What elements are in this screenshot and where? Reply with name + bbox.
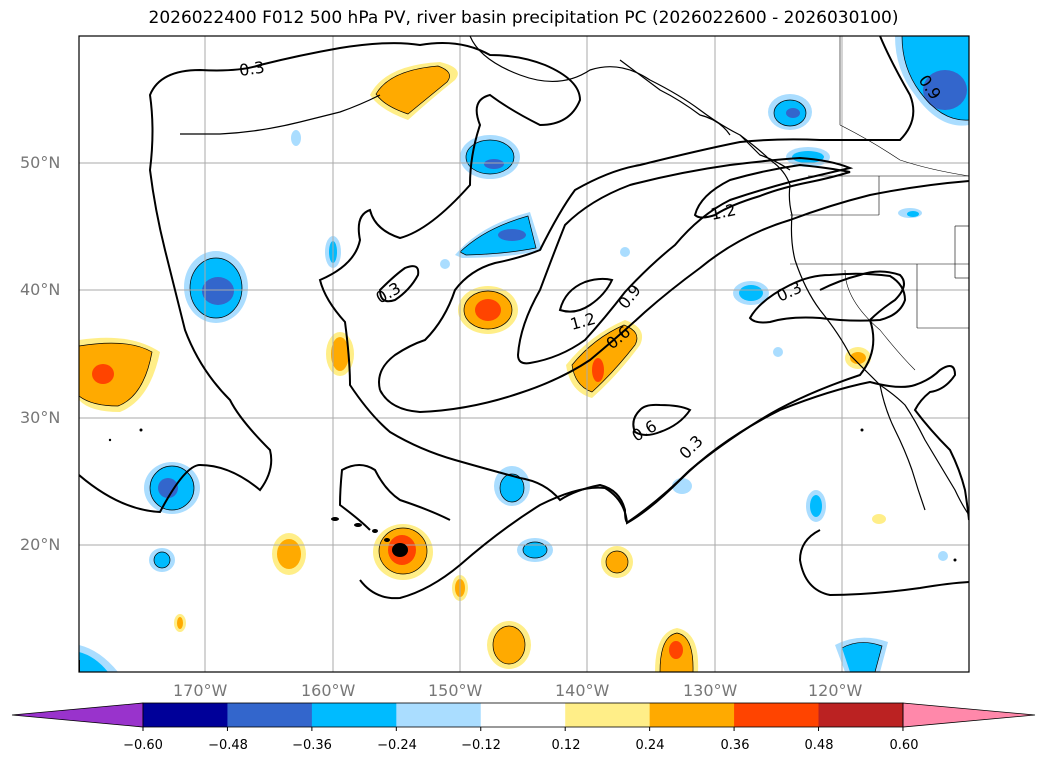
pv-contour-0.3-east: [748, 272, 907, 324]
pv-contour-0.3-southeast: [798, 529, 969, 597]
negative-anomaly-blob: [517, 538, 553, 562]
contour-label: 0.9: [614, 281, 645, 313]
colorbar-tick-label: 0.36: [720, 738, 750, 753]
colorbar-ticks: [142, 727, 904, 731]
positive-anomaly-blob: [566, 320, 643, 398]
lat-label: 40°N: [20, 280, 61, 299]
positive-anomaly-blob: [272, 533, 306, 575]
coastlines: [180, 36, 969, 516]
lat-label: 50°N: [20, 153, 61, 172]
contour-label: 0.3: [675, 431, 706, 462]
lon-label: 170°W: [173, 681, 228, 700]
contour-label: 0.3: [238, 58, 266, 80]
contour-label: 0.3: [774, 278, 805, 306]
pv-contour-0.6-c: [632, 403, 692, 436]
positive-anomaly-blob: [458, 286, 518, 334]
colorbar-cell: [480, 703, 566, 727]
positive-anomaly-blob: [845, 347, 871, 369]
lon-label: 150°W: [428, 681, 483, 700]
negative-anomaly-blob: [455, 212, 542, 258]
lon-label: 140°W: [555, 681, 610, 700]
colorbar-arrow-max: [902, 702, 1036, 728]
colorbar-tick-label: 0.48: [804, 738, 834, 753]
pv-contour-0.9: [516, 156, 854, 365]
colorbar-arrow-min: [11, 702, 144, 728]
negative-anomaly-blob: [835, 637, 888, 672]
negative-anomaly-blob: [806, 490, 826, 522]
colorbar-cell: [818, 703, 904, 727]
lat-label: 30°N: [20, 408, 61, 427]
pv-contour-0.6-b: [378, 36, 915, 391]
contour-label: 1.2: [709, 200, 738, 224]
pv-contour-1.2: [558, 277, 614, 313]
colorbar: [11, 702, 1036, 731]
lon-label: 130°W: [683, 681, 738, 700]
colorbar-cell: [396, 703, 482, 727]
positive-anomaly-blob: [79, 337, 160, 412]
positive-anomaly-blob: [655, 628, 699, 672]
colorbar-cell: [143, 703, 228, 727]
pv-contour-0.3-south: [359, 365, 969, 600]
colorbar-tick-label: 0.60: [889, 738, 919, 753]
negative-anomaly-blob: [144, 462, 200, 514]
pv-contour-0.3-ring: [338, 464, 451, 531]
negative-anomaly-blob: [895, 36, 969, 126]
positive-anomaly-blob: [487, 621, 531, 669]
contour-labels: 0.3 0.3 0.3 0.3 0.6 0.6 0.9 0.9 1.2 1.2: [238, 58, 945, 463]
negative-anomaly-blob: [768, 94, 812, 130]
colorbar-cells: [143, 703, 904, 727]
precip-shading: [79, 36, 969, 672]
pv-contour-0.6: [379, 180, 969, 414]
negative-anomaly-blob: [149, 548, 175, 572]
blob-outlines: [79, 36, 969, 672]
map-frame: [78, 35, 970, 673]
negative-anomaly-blob: [898, 208, 922, 218]
pv-contours: [79, 36, 969, 672]
lon-label: 120°W: [808, 681, 863, 700]
negative-anomaly-blob: [460, 135, 520, 179]
colorbar-tick-label: 0.12: [551, 738, 581, 753]
lon-label: 160°W: [301, 681, 356, 700]
positive-anomaly-blob: [174, 514, 886, 632]
pv-contour-1.2-b: [693, 163, 851, 219]
colorbar-cell: [311, 703, 397, 727]
positive-anomaly-blob: [370, 62, 458, 120]
colorbar-cell: [227, 703, 313, 727]
colorbar-cell: [565, 703, 651, 727]
colorbar-cell: [649, 703, 735, 727]
negative-anomaly-blob: [494, 466, 530, 506]
contour-label: 0.3: [373, 278, 405, 307]
colorbar-tick-label: −0.60: [123, 738, 163, 753]
colorbar-tick-label: −0.36: [292, 738, 332, 753]
page-title: 2026022400 F012 500 hPa PV, river basin …: [148, 8, 899, 28]
islands: [108, 428, 957, 562]
colorbar-frame: [142, 702, 904, 728]
colorbar-tick-label: −0.24: [377, 738, 417, 753]
colorbar-tick-label: −0.12: [461, 738, 501, 753]
negative-anomaly-blob: [79, 645, 118, 672]
colorbar-cell: [734, 703, 820, 727]
colorbar-tick-label: 0.24: [635, 738, 665, 753]
negative-anomaly-blob: [184, 251, 248, 323]
political-borders: [790, 36, 969, 371]
colorbar-tick-label: −0.48: [208, 738, 248, 753]
pv-contour-0.3-northwest: [378, 265, 420, 303]
negative-anomaly-blob: [733, 281, 769, 305]
lat-label: 20°N: [20, 535, 61, 554]
negative-anomaly-blob: [786, 147, 830, 167]
gridlines: [79, 36, 969, 672]
map-area: [79, 36, 969, 672]
